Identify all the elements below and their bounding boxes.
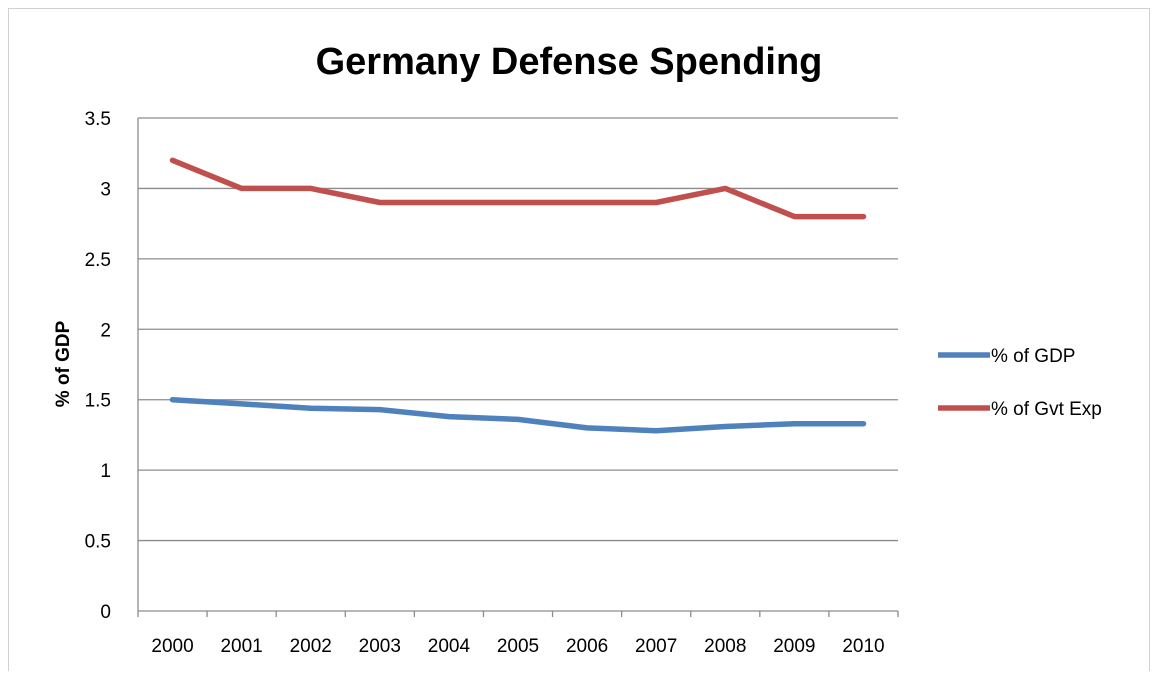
x-tick-label: 2008: [704, 636, 746, 657]
x-tick-label: 2002: [290, 636, 332, 657]
y-tick-label: 3.5: [85, 109, 111, 130]
axes: [137, 118, 899, 617]
series-lines: [169, 157, 867, 434]
legend-label: % of GDP: [991, 346, 1075, 367]
x-tick-label: 2010: [842, 636, 884, 657]
y-tick-labels: 0 0.5 1 1.5 2 2.5 3 3.5: [85, 109, 111, 623]
y-tick-label: 1.5: [85, 391, 111, 412]
x-tick-label: 2005: [497, 636, 539, 657]
y-tick-label: 2: [100, 320, 111, 341]
legend: % of GDP % of Gvt Exp: [938, 346, 1102, 420]
x-tick-label: 2003: [359, 636, 401, 657]
chart-title: Germany Defense Spending: [316, 41, 823, 83]
x-tick-label: 2006: [566, 636, 608, 657]
y-axis-label: % of GDP: [53, 320, 74, 407]
series-line-0: [169, 396, 867, 434]
legend-label: % of Gvt Exp: [991, 399, 1102, 420]
gridlines: [138, 117, 898, 542]
y-tick-label: 1: [100, 461, 111, 482]
x-tick-label: 2009: [773, 636, 815, 657]
x-tick-label: 2000: [151, 636, 193, 657]
y-tick-label: 0.5: [85, 532, 111, 553]
y-tick-label: 2.5: [85, 250, 111, 271]
x-tick-labels: 2000 2001 2002 2003 2004 2005 2006 2007 2008 2009…: [151, 636, 884, 657]
x-tick-label: 2001: [220, 636, 262, 657]
y-tick-label: 3: [100, 179, 111, 200]
x-tick-label: 2004: [428, 636, 471, 657]
y-tick-label: 0: [100, 602, 111, 623]
x-tick-label: 2007: [635, 636, 677, 657]
